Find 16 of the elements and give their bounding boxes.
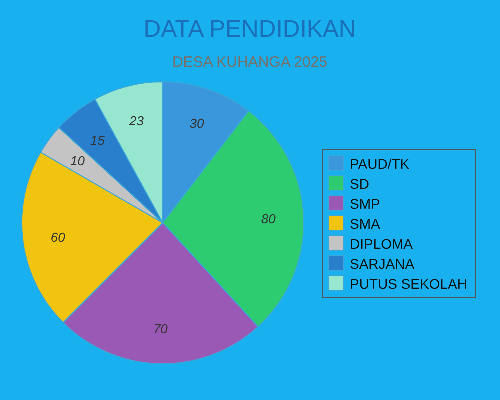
chart-subtitle: DESA KUHANGA 2025	[172, 54, 328, 71]
legend-label: PUTUS SEKOLAH	[350, 276, 468, 292]
data-label: 80	[261, 211, 277, 226]
data-label: 70	[153, 322, 169, 337]
legend-label: SD	[350, 176, 370, 192]
data-label: 60	[50, 230, 66, 245]
data-label: 15	[90, 132, 106, 148]
chart-title: DATA PENDIDIKAN	[144, 16, 356, 43]
legend-label: SARJANA	[350, 256, 416, 272]
data-label: 23	[128, 114, 145, 129]
legend-label: DIPLOMA	[350, 236, 414, 252]
legend-label: SMA	[350, 216, 381, 232]
legend-label: SMP	[350, 196, 380, 212]
data-label: 10	[70, 153, 86, 168]
legend-label: PAUD/TK	[350, 156, 410, 172]
data-label: 30	[190, 116, 205, 131]
